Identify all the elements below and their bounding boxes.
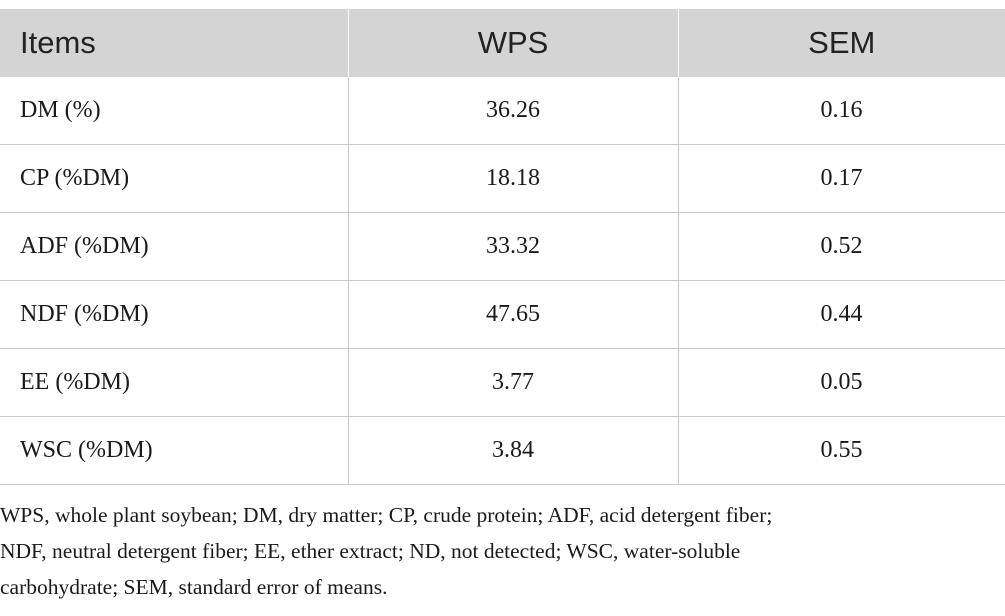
footnote-line: WPS, whole plant soybean; DM, dry matter… <box>0 503 773 527</box>
row-sem-value: 0.05 <box>677 348 1005 417</box>
footnote-line: NDF, neutral detergent fiber; EE, ether … <box>0 539 741 563</box>
header-row: Items WPS SEM <box>0 9 1005 77</box>
column-header-wps: WPS <box>347 9 678 77</box>
column-header-sem: SEM <box>677 9 1005 77</box>
table-row: CP (%DM) 18.18 0.17 <box>0 144 1005 213</box>
column-header-items: Items <box>0 9 348 77</box>
row-sem-value: 0.16 <box>677 77 1005 145</box>
row-wps-value: 18.18 <box>347 144 678 213</box>
composition-table-container: Items WPS SEM DM (%) 36.26 0.16 CP (%DM)… <box>0 9 1005 485</box>
footnote-line: carbohydrate; SEM, standard error of mea… <box>0 575 388 599</box>
row-wps-value: 3.77 <box>347 348 678 417</box>
row-item-label: NDF (%DM) <box>0 280 348 349</box>
table-row: EE (%DM) 3.77 0.05 <box>0 348 1005 417</box>
row-sem-value: 0.52 <box>677 212 1005 281</box>
row-wps-value: 33.32 <box>347 212 678 281</box>
row-item-label: EE (%DM) <box>0 348 348 417</box>
row-item-label: ADF (%DM) <box>0 212 348 281</box>
row-item-label: WSC (%DM) <box>0 416 348 485</box>
composition-table: Items WPS SEM DM (%) 36.26 0.16 CP (%DM)… <box>0 9 1005 485</box>
row-wps-value: 36.26 <box>347 77 678 145</box>
row-item-label: DM (%) <box>0 77 348 145</box>
row-wps-value: 47.65 <box>347 280 678 349</box>
table-header: Items WPS SEM <box>0 9 1005 77</box>
table-row: DM (%) 36.26 0.16 <box>0 77 1005 145</box>
table-footnote: WPS, whole plant soybean; DM, dry matter… <box>0 497 985 605</box>
table-row: ADF (%DM) 33.32 0.52 <box>0 212 1005 281</box>
row-sem-value: 0.44 <box>677 280 1005 349</box>
table-row: NDF (%DM) 47.65 0.44 <box>0 280 1005 349</box>
row-item-label: CP (%DM) <box>0 144 348 213</box>
table-body: DM (%) 36.26 0.16 CP (%DM) 18.18 0.17 AD… <box>0 77 1005 485</box>
row-sem-value: 0.55 <box>677 416 1005 485</box>
row-wps-value: 3.84 <box>347 416 678 485</box>
row-sem-value: 0.17 <box>677 144 1005 213</box>
table-row: WSC (%DM) 3.84 0.55 <box>0 416 1005 485</box>
